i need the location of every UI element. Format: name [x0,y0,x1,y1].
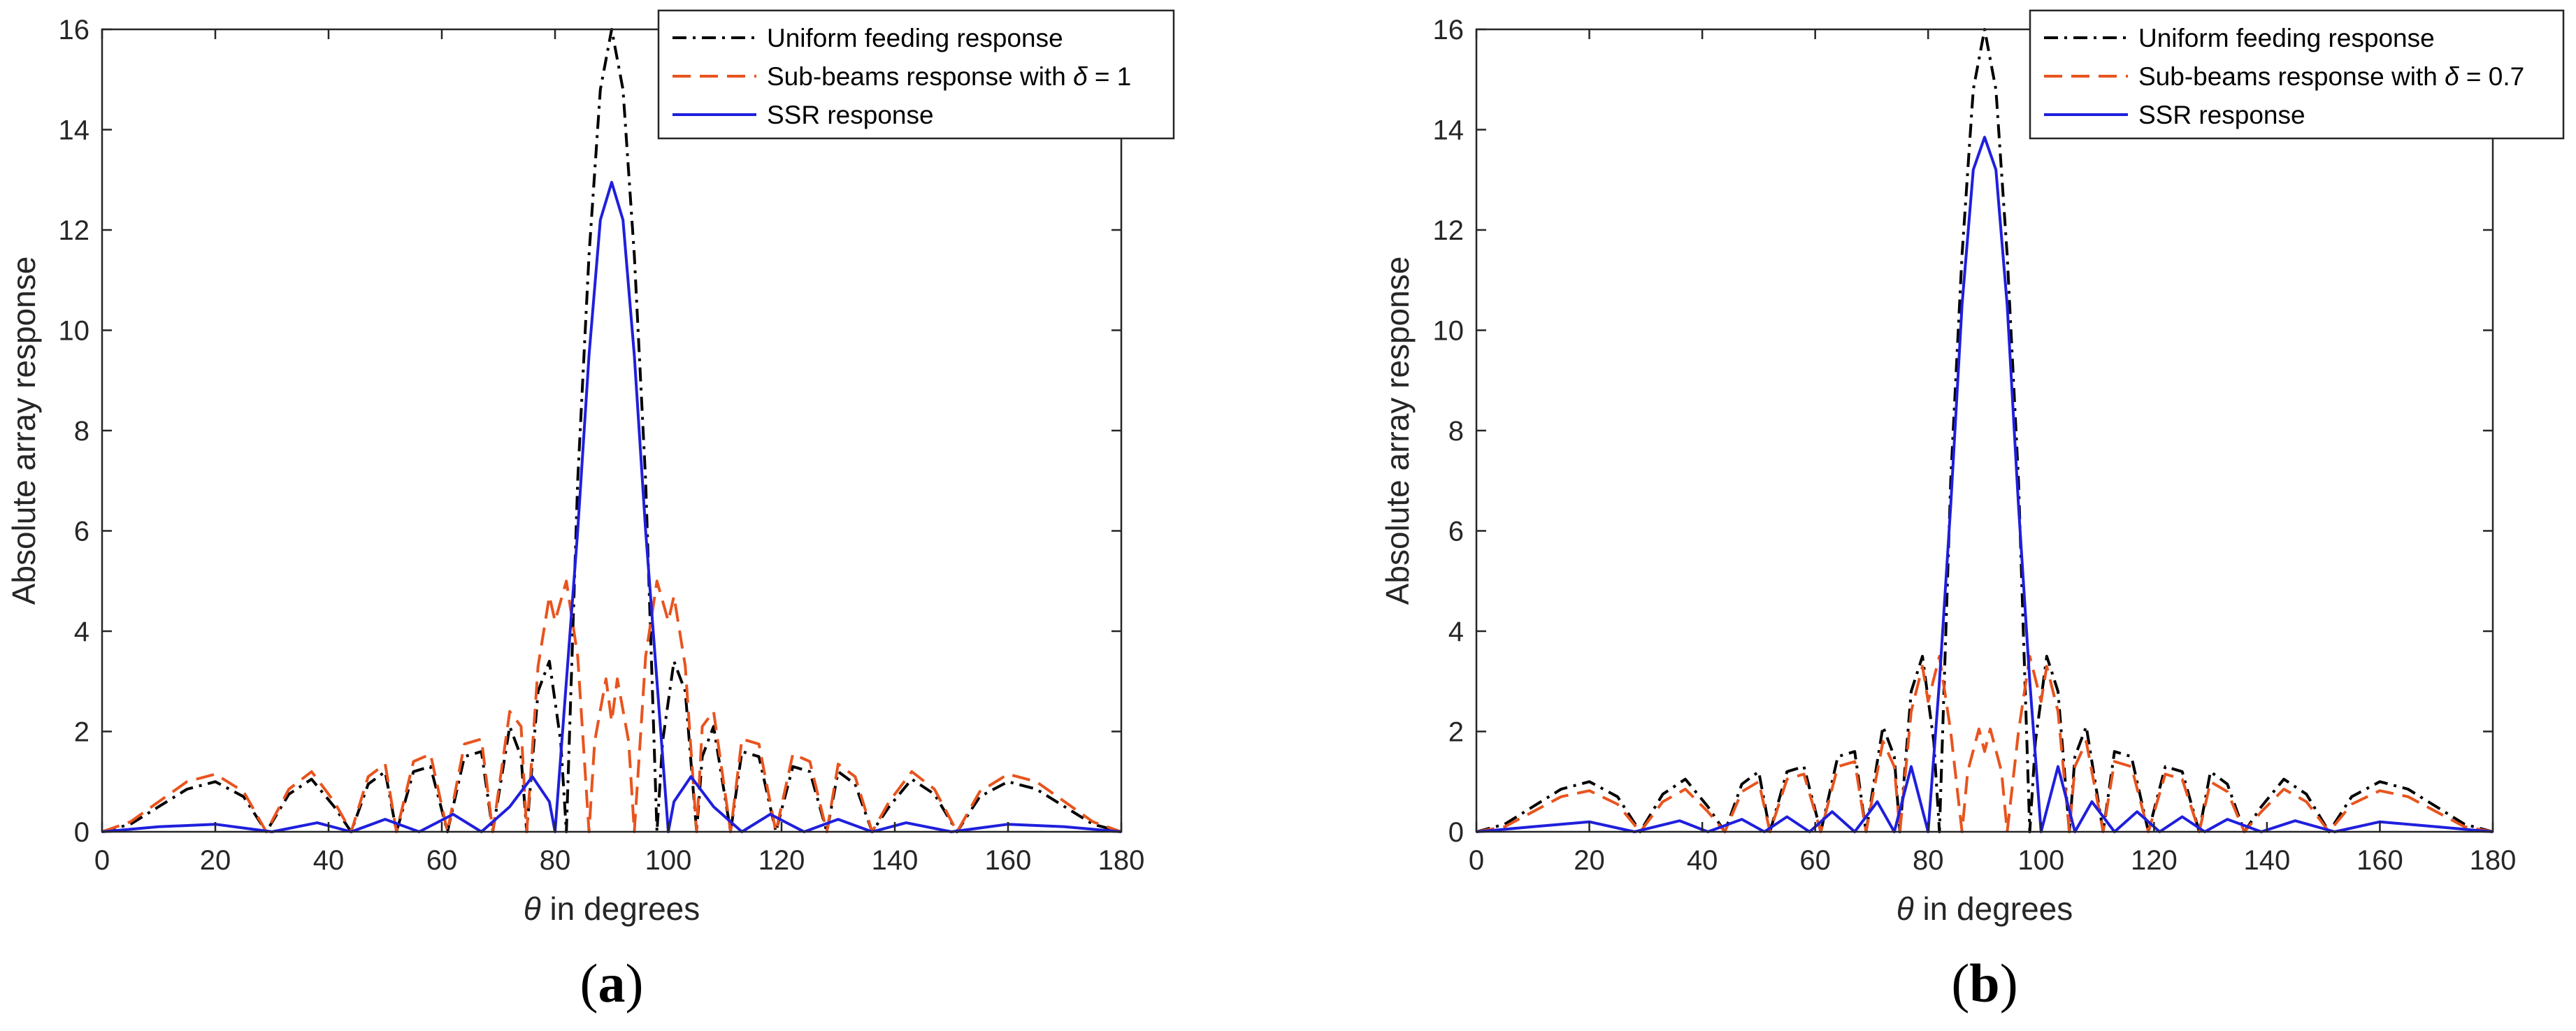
x-tick-label: 180 [1098,845,1145,876]
x-tick-label: 20 [200,845,231,876]
chart-panel-a: 0 20 40 60 80 100 120 140 160 180 0 2 4 6 8 10 12 14 16 θ… [6,9,1175,1014]
y-tick-label: 0 [1448,817,1464,848]
y-tick-label: 8 [74,416,89,447]
x-tick-label: 60 [426,845,458,876]
x-tick-label: 0 [1469,845,1484,876]
legend-entry: Sub-beams response with δ = 0.7 [2138,62,2524,91]
x-axis-ticks: 0 20 40 60 80 100 120 140 160 180 [94,29,1145,876]
plot-frame [101,28,1123,833]
series-line [1476,654,2494,833]
chart-panel-b: 0 20 40 60 80 100 120 140 160 180 0 2 4 6 8 10 12 14 16 θ… [1379,9,2565,1014]
y-axis-ticks: 0 2 4 6 8 10 12 14 16 [59,15,1121,848]
y-tick-label: 4 [74,617,89,647]
x-axis-ticks: 0 20 40 60 80 100 120 140 160 180 [1469,29,2517,876]
y-tick-label: 2 [1448,717,1464,748]
legend: Uniform feeding response Sub-beams respon… [657,9,1175,140]
legend-entry: Uniform feeding response [767,24,1063,52]
plot-frame [1475,28,2494,833]
y-axis-ticks: 0 2 4 6 8 10 12 14 16 [1433,15,2493,848]
y-tick-label: 6 [74,517,89,547]
x-axis-label: θ in degrees [1897,891,2073,927]
x-tick-label: 140 [872,845,919,876]
y-tick-label: 0 [74,817,89,848]
y-tick-label: 14 [59,115,90,146]
legend-box [2029,9,2565,140]
x-tick-label: 60 [1799,845,1831,876]
x-tick-label: 80 [1913,845,1944,876]
x-tick-label: 160 [985,845,1032,876]
x-tick-label: 0 [94,845,110,876]
x-tick-label: 100 [645,845,692,876]
legend-entry: Uniform feeding response [2138,24,2435,52]
x-tick-label: 180 [2470,845,2517,876]
x-tick-label: 40 [1687,845,1718,876]
legend-entry: SSR response [2138,101,2305,129]
x-tick-label: 100 [2017,845,2064,876]
y-tick-label: 10 [1433,316,1465,347]
legend: Uniform feeding response Sub-beams respon… [2029,9,2565,140]
x-tick-label: 20 [1574,845,1605,876]
y-tick-label: 16 [59,15,90,45]
x-tick-label: 140 [2244,845,2291,876]
y-tick-label: 4 [1448,617,1464,647]
panel-label-b: (b) [1951,953,2017,1014]
y-tick-label: 2 [74,717,89,748]
y-tick-label: 10 [59,316,90,347]
y-tick-label: 8 [1448,416,1464,447]
x-axis-label: θ in degrees [524,891,700,927]
y-axis-label: Absolute array response [1379,257,1416,605]
x-tick-label: 80 [540,845,571,876]
x-tick-label: 120 [2131,845,2178,876]
legend-box [657,9,1175,140]
x-tick-label: 120 [758,845,805,876]
y-axis-label: Absolute array response [6,257,42,605]
legend-entry: Sub-beams response with δ = 1 [767,62,1131,91]
series-line [101,180,1122,833]
series-line [1476,136,2494,833]
y-tick-label: 12 [59,215,90,246]
y-tick-label: 14 [1433,115,1465,146]
y-tick-label: 6 [1448,517,1464,547]
y-tick-label: 12 [1433,215,1465,246]
y-tick-label: 16 [1433,15,1465,45]
x-tick-label: 40 [313,845,345,876]
legend-entry: SSR response [767,101,934,129]
x-tick-label: 160 [2356,845,2403,876]
panel-label-a: (a) [580,953,644,1014]
